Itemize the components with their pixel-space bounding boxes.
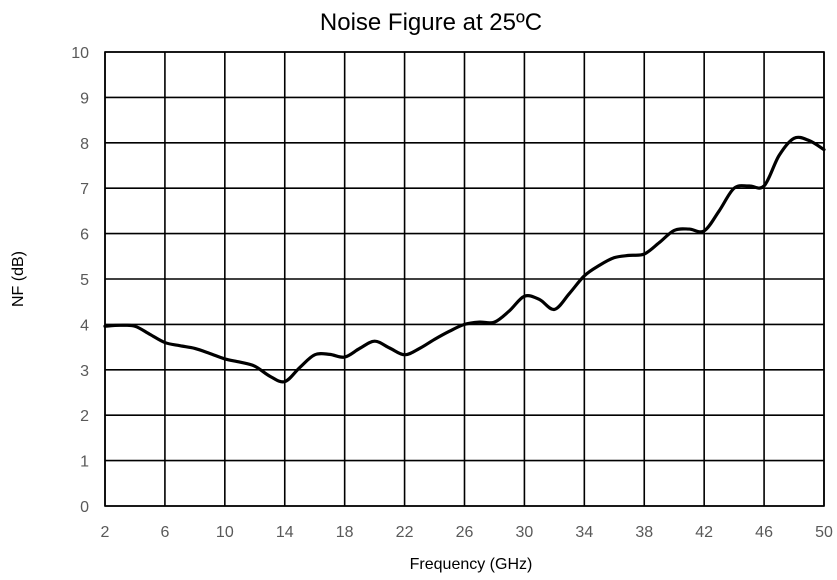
y-tick-label: 1 — [80, 454, 89, 471]
y-tick-label: 7 — [80, 181, 89, 198]
y-tick-label: 0 — [80, 499, 89, 516]
y-tick-label: 4 — [80, 317, 89, 334]
y-axis-label: NF (dB) — [10, 251, 27, 307]
x-tick-label: 22 — [396, 524, 414, 541]
grid — [104, 51, 825, 507]
x-tick-label: 18 — [336, 524, 354, 541]
x-tick-label: 30 — [516, 524, 534, 541]
x-tick-label: 34 — [575, 524, 593, 541]
y-tick-label: 8 — [80, 136, 89, 153]
y-tick-label: 9 — [80, 90, 89, 107]
series-line-0 — [103, 135, 826, 384]
x-tick-label: 26 — [456, 524, 474, 541]
series-layer — [103, 135, 826, 384]
y-tick-label: 5 — [80, 272, 89, 289]
chart-title: Noise Figure at 25ºC — [320, 9, 542, 36]
y-tick-label: 2 — [80, 408, 89, 425]
y-tick-label: 6 — [80, 227, 89, 244]
x-tick-label: 42 — [695, 524, 713, 541]
x-tick-label: 46 — [755, 524, 773, 541]
plot-frame — [104, 51, 825, 507]
x-axis-ticks: 2 6 10 14 18 22 26 30 34 38 42 46 50 — [101, 524, 833, 541]
x-axis-label: Frequency (GHz) — [410, 556, 533, 573]
y-tick-label: 10 — [71, 45, 89, 62]
y-tick-label: 3 — [80, 363, 89, 380]
x-tick-label: 2 — [101, 524, 110, 541]
x-tick-label: 6 — [160, 524, 169, 541]
x-tick-label: 14 — [276, 524, 294, 541]
x-tick-label: 50 — [815, 524, 833, 541]
y-axis-ticks: 0 1 2 3 4 5 6 7 8 9 10 — [71, 45, 89, 516]
x-tick-label: 38 — [635, 524, 653, 541]
x-tick-label: 10 — [216, 524, 234, 541]
